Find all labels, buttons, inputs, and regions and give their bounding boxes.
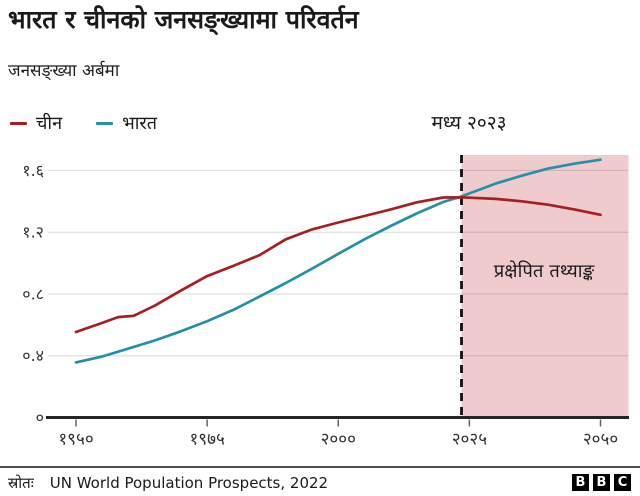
series-lines xyxy=(74,158,602,364)
x-axis xyxy=(46,416,629,427)
legend-label-india: भारत xyxy=(122,113,158,134)
population-line-chart: १९५० १९७५ २००० २०२५ २०५० ० ०.४ ०.८ १.२ १.६ प्रक्ष… xyxy=(22,155,629,450)
chart-unit-subtitle: जनसङ्ख्या अर्बमा xyxy=(8,61,120,81)
legend-label-china: चीन xyxy=(36,113,63,134)
line-भारत xyxy=(74,158,602,364)
bbc-logo-letter: C xyxy=(614,474,631,491)
bbc-logo-letter: B xyxy=(572,474,589,491)
x-tick-label: २०५० xyxy=(583,430,618,450)
projection-region xyxy=(461,155,629,416)
legend: चीन भारत xyxy=(10,111,157,135)
projection-area-label: प्रक्षेपित तथ्याङ्क xyxy=(494,260,596,282)
gridlines xyxy=(48,169,629,357)
x-tick-label: १९५० xyxy=(58,430,93,450)
bbc-logo-letter: B xyxy=(593,474,610,491)
x-tick-label: १९७५ xyxy=(189,430,224,450)
china-line-swatch xyxy=(10,121,27,125)
projection-region-rect xyxy=(461,155,629,416)
axis-tick-labels: १९५० १९७५ २००० २०२५ २०५० ० ०.४ ०.८ १.२ १.६ xyxy=(22,161,618,450)
page-title: भारत र चीनको जनसङ्ख्यामा परिवर्तन xyxy=(8,5,359,34)
india-line-swatch xyxy=(96,121,114,125)
footer-divider xyxy=(0,466,640,468)
x-tick-label: २००० xyxy=(321,430,356,450)
y-tick-label: ० xyxy=(36,408,44,427)
line-चीन xyxy=(74,195,602,334)
y-tick-label: १.६ xyxy=(22,161,44,180)
source-text: UN World Population Prospects, 2022 xyxy=(49,474,329,492)
source-label: स्रोतः xyxy=(8,474,34,492)
y-tick-label: ०.४ xyxy=(22,346,44,365)
y-tick-label: १.२ xyxy=(22,223,44,242)
legend-item-india: भारत xyxy=(96,111,157,135)
x-tick-label: २०२५ xyxy=(452,430,487,450)
projection-start-label: मध्य २०२३ xyxy=(431,112,507,134)
y-tick-label: ०.८ xyxy=(22,284,44,303)
source-row: स्रोतः UN World Population Prospects, 20… xyxy=(8,473,328,493)
legend-item-china: चीन xyxy=(10,111,62,135)
